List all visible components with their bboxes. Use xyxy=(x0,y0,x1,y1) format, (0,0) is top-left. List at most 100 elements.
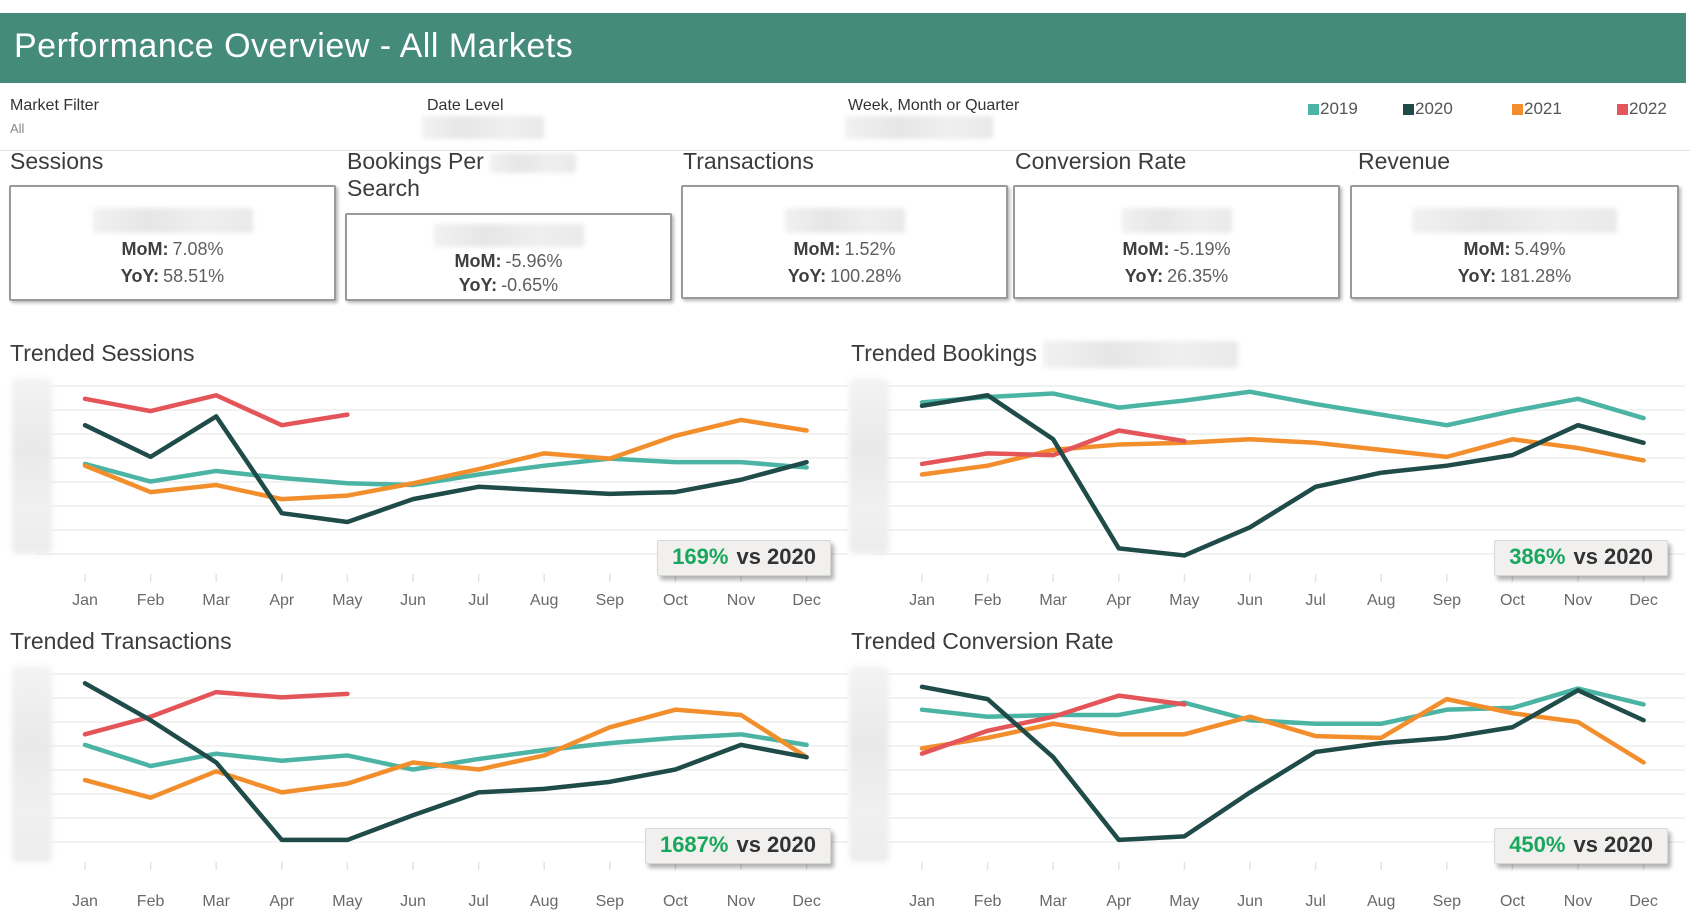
kpi-mom: MoM: 7.08% xyxy=(121,239,224,259)
month-label: Jun xyxy=(1237,893,1263,910)
legend-swatch-2022 xyxy=(1617,104,1628,115)
series-line-2022 xyxy=(919,693,1187,756)
kpi-yoy: YoY: 26.35% xyxy=(1124,266,1229,286)
month-label: Apr xyxy=(1106,893,1132,910)
month-label: Jul xyxy=(1305,893,1326,910)
y-axis-labels-redacted xyxy=(849,378,889,554)
month-label: Oct xyxy=(1499,893,1525,910)
chart-title-trended-sessions: Trended Sessions xyxy=(10,340,195,366)
legend-item-2019[interactable]: 2019 xyxy=(1308,99,1358,119)
week-month-quarter-value-redacted[interactable] xyxy=(845,116,993,139)
kpi-card-bookings-per-search: MoM: -5.96% YoY: -0.65% xyxy=(345,213,672,301)
x-axis-months: Jan Feb Mar Apr May Jun Jul Aug Sep Oct Nov Dec xyxy=(845,592,1690,614)
line-chart-svg xyxy=(873,385,1685,582)
kpi-card-conversion-rate: MoM: -5.19% YoY: 26.35% xyxy=(1013,185,1340,299)
date-level-value-redacted[interactable] xyxy=(422,116,544,139)
series-line-2021 xyxy=(919,437,1646,477)
kpi-title-sessions: Sessions xyxy=(10,148,104,174)
date-level-label: Date Level xyxy=(427,97,504,114)
comparison-badge: 1687% vs 2020 xyxy=(644,828,831,864)
month-label: Jan xyxy=(909,592,935,609)
month-label: Dec xyxy=(792,592,821,609)
page-title: Performance Overview - All Markets xyxy=(14,27,574,65)
kpi-title-conversion-rate: Conversion Rate xyxy=(1015,148,1187,174)
month-label: Oct xyxy=(1499,592,1525,609)
month-label: Feb xyxy=(136,893,165,910)
kpi-value-redacted xyxy=(92,208,253,233)
month-label: Nov xyxy=(726,592,756,609)
comparison-badge: 450% vs 2020 xyxy=(1494,828,1668,864)
chart-title-trended-transactions: Trended Transactions xyxy=(10,628,232,654)
month-label: May xyxy=(332,592,363,609)
month-label: Jun xyxy=(400,592,426,609)
comparison-badge: 169% vs 2020 xyxy=(657,540,831,576)
line-chart-svg xyxy=(873,673,1685,870)
month-label: Aug xyxy=(1366,592,1396,609)
kpi-title-revenue: Revenue xyxy=(1358,148,1451,174)
kpi-card-sessions: MoM: 7.08% YoY: 58.51% xyxy=(9,185,336,301)
chart-title-redacted-suffix xyxy=(1043,341,1239,369)
title-bar: Performance Overview - All Markets xyxy=(0,13,1686,83)
kpi-yoy: YoY: 100.28% xyxy=(787,266,902,286)
chart-trended-bookings[interactable]: 386% vs 2020 xyxy=(845,376,1690,588)
month-label: Apr xyxy=(1106,592,1132,609)
kpi-title-redacted-word xyxy=(490,152,577,173)
kpi-title-bookings-per-search: Bookings Per Search xyxy=(347,148,647,202)
line-chart-svg xyxy=(36,673,848,870)
legend-item-2020[interactable]: 2020 xyxy=(1403,99,1453,119)
week-month-quarter-label: Week, Month or Quarter xyxy=(848,97,1020,114)
legend-swatch-2019 xyxy=(1308,104,1319,115)
market-filter-label: Market Filter xyxy=(10,97,99,114)
series-line-2021 xyxy=(919,696,1646,765)
month-label: Sep xyxy=(595,592,625,609)
chart-trended-sessions[interactable]: 169% vs 2020 xyxy=(8,376,853,588)
month-label: Mar xyxy=(202,592,230,609)
kpi-card-transactions: MoM: 1.52% YoY: 100.28% xyxy=(681,185,1008,299)
series-line-2019 xyxy=(919,389,1646,428)
month-label: Nov xyxy=(726,893,756,910)
month-label: May xyxy=(1169,893,1200,910)
month-label: Feb xyxy=(973,592,1002,609)
month-label: Jan xyxy=(72,893,98,910)
kpi-value-redacted xyxy=(784,208,905,233)
kpi-value-redacted xyxy=(433,224,584,247)
month-label: Dec xyxy=(1629,893,1658,910)
series-line-2021 xyxy=(82,417,809,502)
kpi-mom: MoM: -5.19% xyxy=(1122,239,1231,259)
kpi-card-revenue: MoM: 5.49% YoY: 181.28% xyxy=(1350,185,1679,299)
month-label: Aug xyxy=(1366,893,1396,910)
series-line-2021 xyxy=(82,707,809,800)
x-axis-months: Jan Feb Mar Apr May Jun Jul Aug Sep Oct Nov Dec xyxy=(8,592,853,614)
legend-item-2022[interactable]: 2022 xyxy=(1617,99,1667,119)
kpi-value-redacted xyxy=(1121,208,1232,233)
month-label: Oct xyxy=(662,592,688,609)
market-filter-value[interactable]: All xyxy=(10,121,25,136)
month-label: Sep xyxy=(1432,893,1462,910)
month-label: Apr xyxy=(269,592,295,609)
y-axis-labels-redacted xyxy=(12,378,52,554)
chart-trended-conversion-rate[interactable]: 450% vs 2020 xyxy=(845,664,1690,876)
month-label: Jul xyxy=(468,893,489,910)
series-line-2020 xyxy=(919,393,1646,558)
chart-title-trended-bookings: Trended Bookings xyxy=(851,340,1239,369)
x-axis-months: Jan Feb Mar Apr May Jun Jul Aug Sep Oct Nov Dec xyxy=(845,893,1690,915)
month-label: Jul xyxy=(468,592,489,609)
legend-swatch-2021 xyxy=(1512,104,1523,115)
month-label: May xyxy=(332,893,363,910)
kpi-mom: MoM: 5.49% xyxy=(1463,239,1566,259)
chart-trended-transactions[interactable]: 1687% vs 2020 xyxy=(8,664,853,876)
month-label: Jul xyxy=(1305,592,1326,609)
kpi-yoy: YoY: 181.28% xyxy=(1457,266,1572,286)
month-label: Feb xyxy=(973,893,1002,910)
filter-bar: Market Filter All Date Level Week, Month… xyxy=(0,83,1690,151)
series-line-2022 xyxy=(919,428,1187,467)
month-label: Mar xyxy=(1039,592,1067,609)
month-label: Mar xyxy=(1039,893,1067,910)
legend-item-2021[interactable]: 2021 xyxy=(1512,99,1562,119)
kpi-title-transactions: Transactions xyxy=(683,148,814,174)
kpi-yoy: YoY: -0.65% xyxy=(458,275,559,295)
month-label: Oct xyxy=(662,893,688,910)
line-chart-svg xyxy=(36,385,848,582)
comparison-badge: 386% vs 2020 xyxy=(1494,540,1668,576)
month-label: Dec xyxy=(1629,592,1658,609)
